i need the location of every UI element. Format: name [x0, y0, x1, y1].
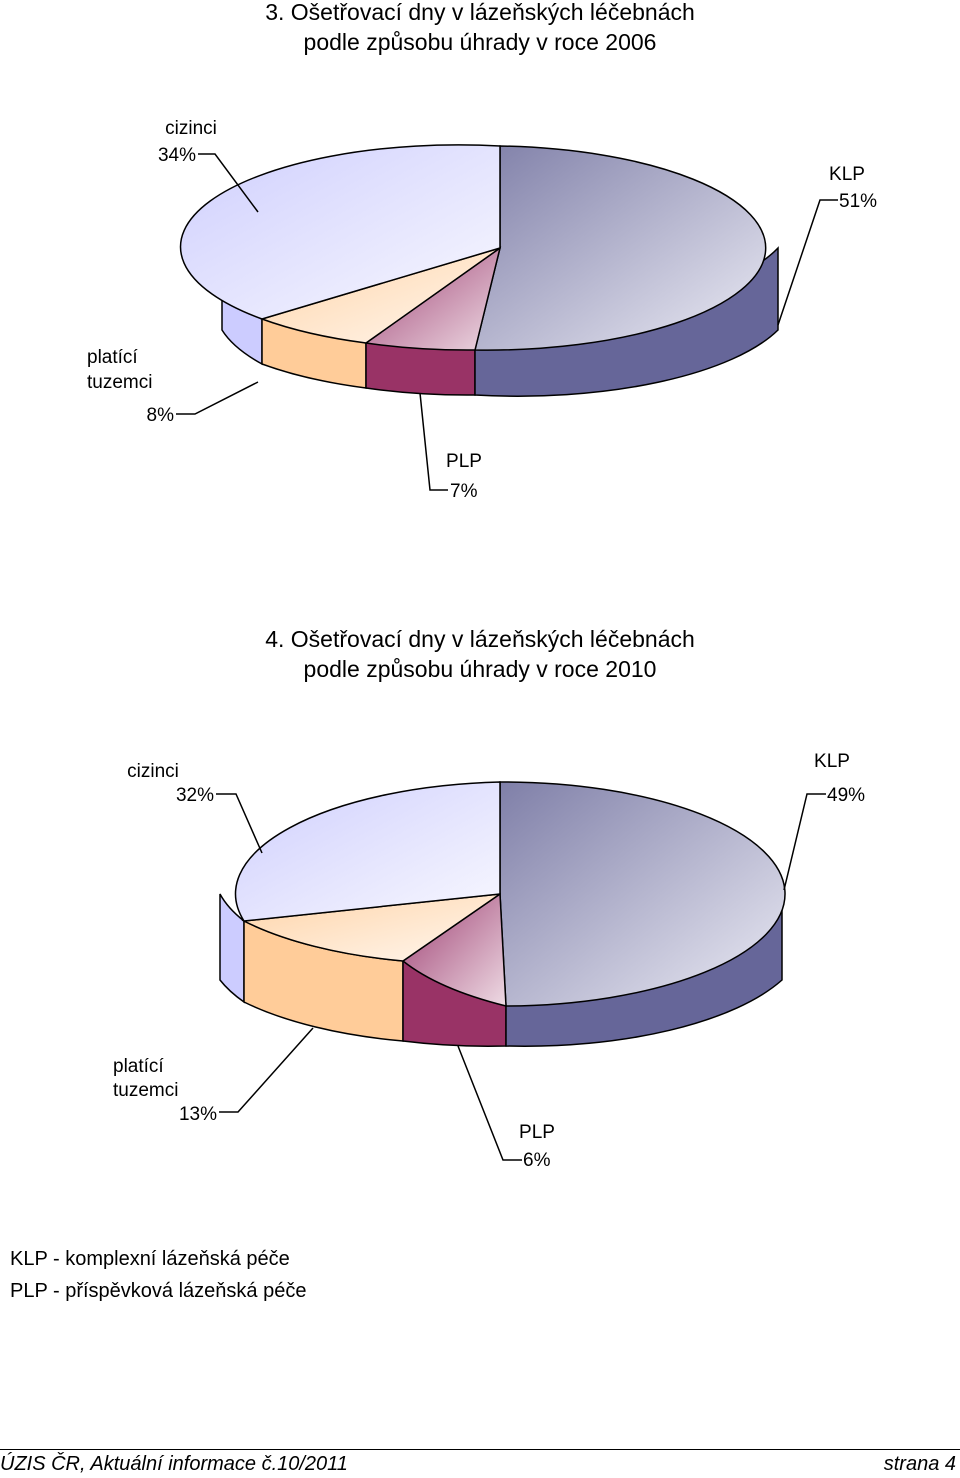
page-footer: ÚZIS ČR, Aktuální informace č.10/2011 st… [0, 1449, 960, 1477]
label-2006-cizinci-name: cizinci [165, 118, 217, 139]
chart-title-2010: 4. Ošetřovací dny v lázeňských léčebnách… [0, 624, 960, 684]
chart-title-2006-line1: 3. Ošetřovací dny v lázeňských léčebnách [265, 0, 695, 25]
label-2006-plp-name: PLP [446, 451, 482, 472]
abbreviation-legend: KLP - komplexní lázeňská péče PLP - přís… [10, 1243, 306, 1307]
chart-title-2010-line1: 4. Ošetřovací dny v lázeňských léčebnách [265, 626, 695, 652]
pie-chart-2010: cizinci 32% KLP 49% platící tuzemci 13% … [113, 751, 865, 1171]
pie-2010-slice-klp [499, 781, 786, 1007]
footer-source: ÚZIS ČR, Aktuální informace č.10/2011 [0, 1453, 348, 1475]
pie-2010-slice-tuzemci [241, 893, 501, 962]
label-2010-klp-value: 49% [827, 785, 865, 806]
pie-2006-slice-cizinci [179, 144, 501, 320]
legend-klp: KLP - komplexní lázeňská péče [10, 1248, 290, 1270]
label-2006-plp-value: 7% [450, 481, 478, 502]
label-2010-tuzemci-value: 13% [179, 1104, 217, 1125]
pie-chart-2006: cizinci 34% KLP 51% platící tuzemci 8% P… [87, 118, 877, 502]
pie-2010-top [234, 781, 786, 1007]
pie-2010-slice-plp [401, 892, 507, 1007]
leader-2006-tuzemci [176, 381, 259, 415]
label-2010-plp-value: 6% [523, 1150, 551, 1171]
leader-2010-cizinci [216, 793, 263, 854]
label-2010-tuzemci-name1: platící [113, 1056, 164, 1077]
label-2010-cizinci-name: cizinci [127, 761, 179, 782]
label-2010-klp-name: KLP [814, 751, 850, 772]
chart-title-2006: 3. Ošetřovací dny v lázeňských léčebnách… [0, 0, 960, 57]
pie-2010-labels: cizinci 32% KLP 49% platící tuzemci 13% … [113, 751, 865, 1171]
leader-2006-cizinci [198, 153, 259, 213]
leader-2006-klp [777, 199, 838, 326]
pie-2006-slice-klp [474, 145, 767, 351]
label-2006-tuzemci-name1: platící [87, 347, 138, 368]
pie-2010-slice-cizinci [234, 781, 501, 922]
footer-page-number: strana 4 [883, 1453, 956, 1475]
legend-plp: PLP - příspěvková lázeňská péče [10, 1280, 307, 1302]
label-2006-cizinci-value: 34% [158, 145, 196, 166]
label-2006-tuzemci-name2: tuzemci [87, 372, 152, 393]
pie-2006-slice-plp [364, 246, 502, 351]
label-2010-plp-name: PLP [519, 1122, 555, 1143]
pie-2010-leaders [216, 793, 826, 1161]
chart-title-2010-line2: podle způsobu úhrady v roce 2010 [303, 656, 657, 682]
leader-2010-tuzemci [219, 1027, 314, 1113]
pie-2006-leaders [176, 153, 838, 491]
label-2006-klp-name: KLP [829, 164, 865, 185]
leader-2010-klp [783, 793, 826, 891]
pie-2006-labels: cizinci 34% KLP 51% platící tuzemci 8% P… [87, 118, 877, 502]
label-2006-tuzemci-value: 8% [147, 405, 175, 426]
pie-2006-top [179, 144, 767, 351]
label-2010-tuzemci-name2: tuzemci [113, 1080, 178, 1101]
chart-title-2006-line2: podle způsobu úhrady v roce 2006 [303, 29, 657, 55]
leader-2006-plp [419, 392, 448, 491]
pie-2006-slice-tuzemci [259, 247, 501, 344]
leader-2010-plp [457, 1045, 522, 1161]
label-2006-klp-value: 51% [839, 191, 877, 212]
label-2010-cizinci-value: 32% [176, 785, 214, 806]
